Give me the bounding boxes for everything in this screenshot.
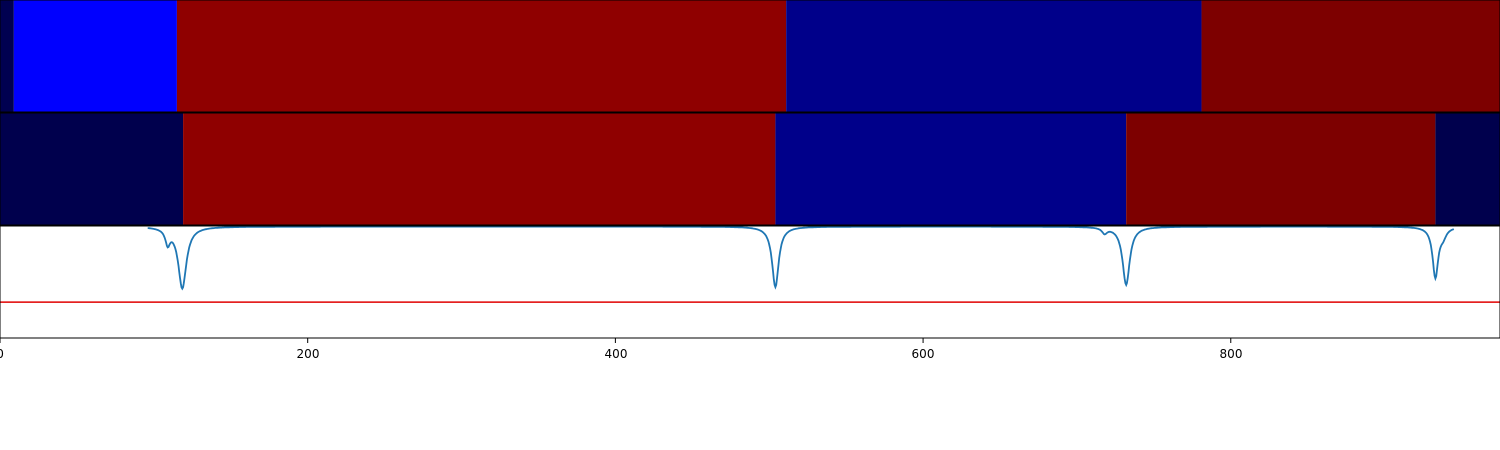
line-panel-frame <box>0 225 1500 339</box>
bottom-line-panel <box>0 225 1500 339</box>
line-panel-background <box>0 226 1500 338</box>
top-band-segment-3 <box>176 0 787 112</box>
middle-band-segment-5 <box>1435 113 1500 225</box>
middle-band-segment-4 <box>1126 113 1436 225</box>
middle-band-segment-1 <box>0 113 184 225</box>
x-tick-label-400: 400 <box>605 347 628 361</box>
middle-band-segment-3 <box>775 113 1127 225</box>
x-tick-label-0: 0 <box>0 347 4 361</box>
top-band-segment-4 <box>786 0 1202 112</box>
middle-band-segment-2 <box>183 113 776 225</box>
top-band-segment-1 <box>0 0 14 112</box>
top-band-frame <box>0 0 1500 113</box>
middle-segment-band <box>0 113 1500 225</box>
x-axis: 0 200 400 600 800 <box>0 338 1242 361</box>
top-band-segment-2 <box>13 0 177 112</box>
top-segment-band <box>0 0 1500 112</box>
signal-line <box>147 225 1455 291</box>
x-tick-label-600: 600 <box>912 347 935 361</box>
x-tick-label-200: 200 <box>297 347 320 361</box>
top-band-segment-5 <box>1201 0 1500 112</box>
x-tick-label-800: 800 <box>1220 347 1243 361</box>
middle-band-frame <box>0 112 1500 226</box>
